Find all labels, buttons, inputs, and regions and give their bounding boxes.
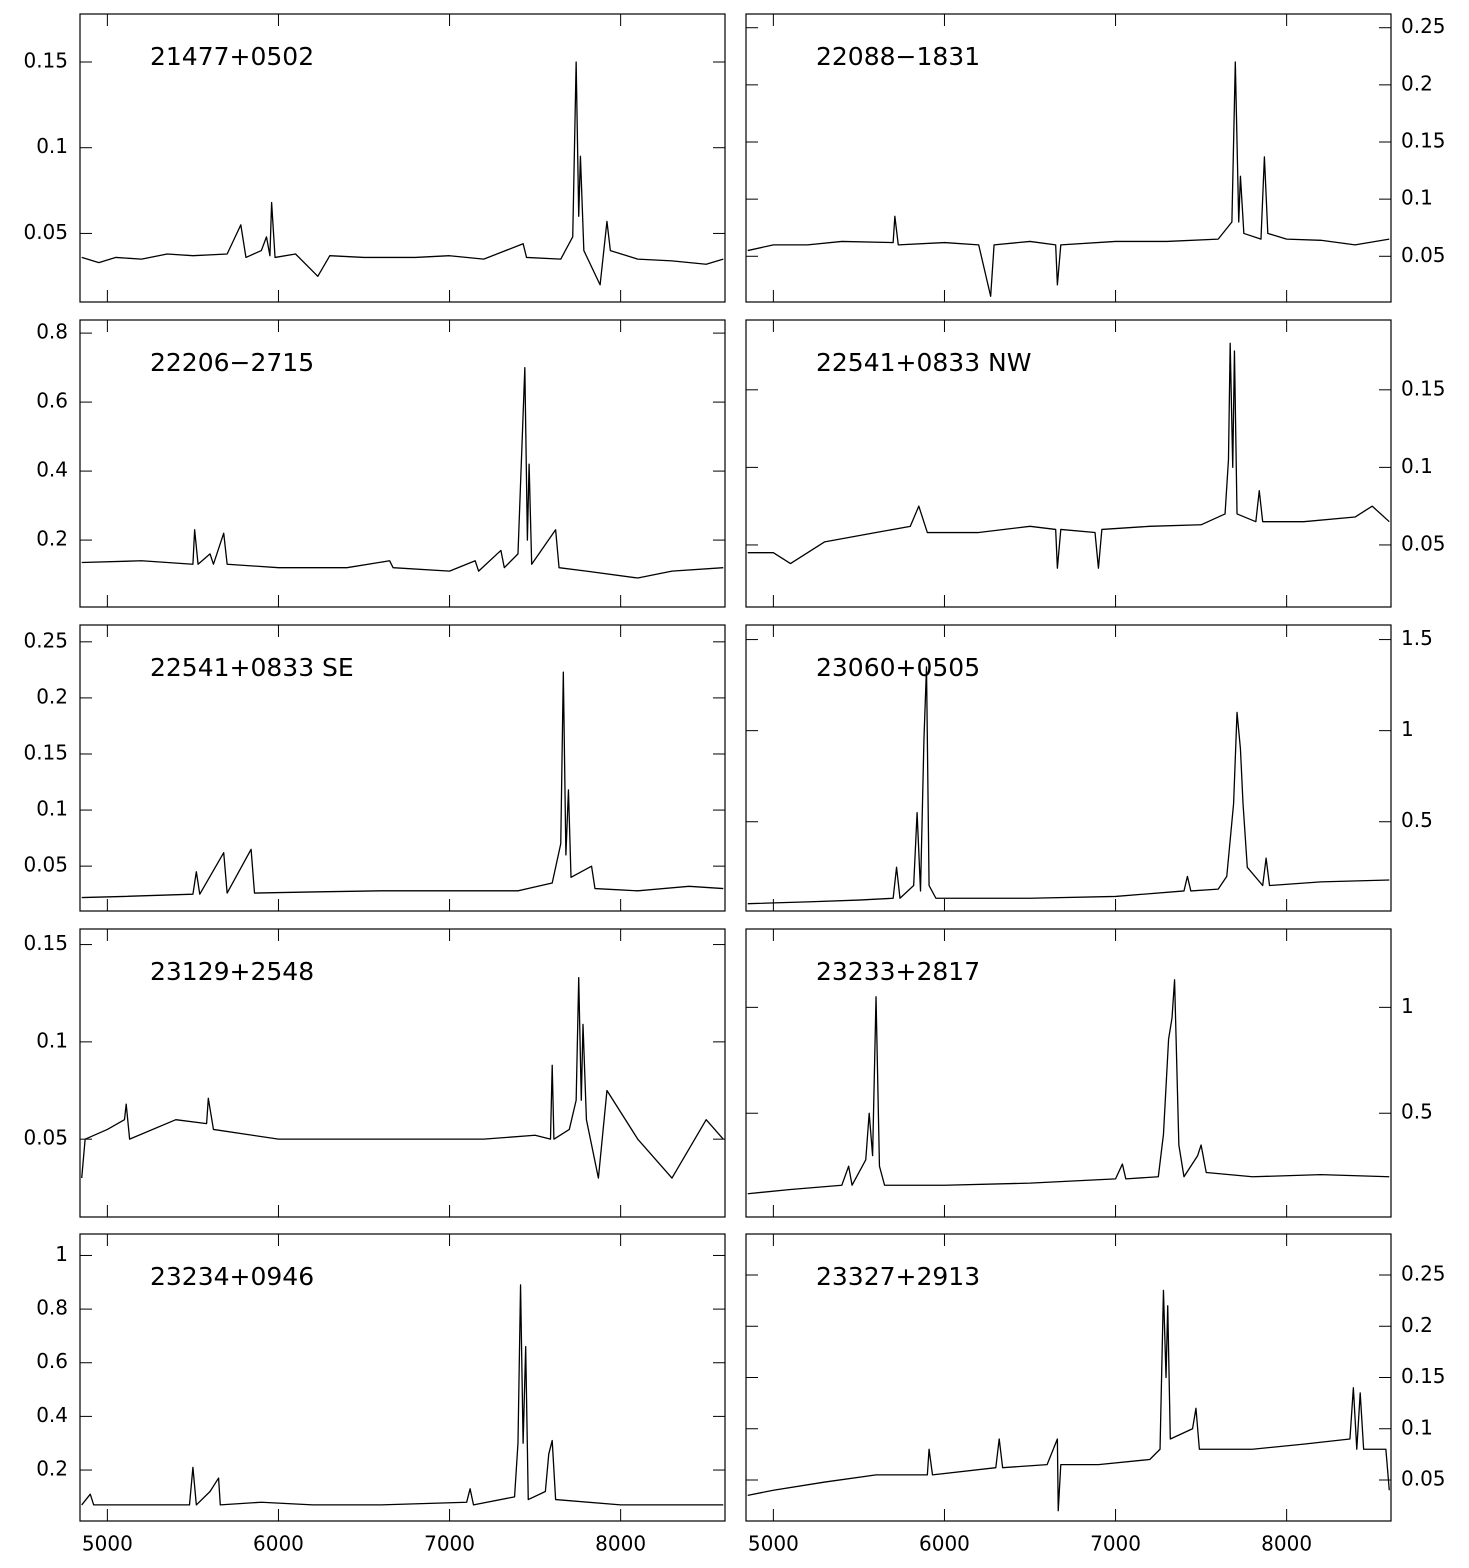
y-tick-label: 0.1 <box>36 134 68 158</box>
panel-title: 22541+0833 SE <box>150 653 354 682</box>
y-tick-label: 0.1 <box>1401 454 1433 478</box>
y-tick-label: 1 <box>55 1242 68 1266</box>
y-tick-label: 0.5 <box>1401 1100 1433 1124</box>
y-tick-label: 0.05 <box>1401 243 1446 267</box>
x-tick-label: 6000 <box>919 1532 970 1556</box>
panel-title: 23327+2913 <box>816 1262 980 1291</box>
y-tick-label: 0.1 <box>1401 186 1433 210</box>
y-tick-label: 0.25 <box>1401 1262 1446 1286</box>
y-tick-label: 0.2 <box>36 684 68 708</box>
panel-title: 23233+2817 <box>816 957 980 986</box>
y-tick-label: 0.2 <box>36 1457 68 1481</box>
y-tick-label: 0.8 <box>36 320 68 344</box>
y-tick-label: 0.25 <box>1401 14 1446 38</box>
y-tick-label: 0.5 <box>1401 808 1433 832</box>
y-tick-label: 0.25 <box>23 628 68 652</box>
spectrum-line <box>747 61 1390 297</box>
x-tick-label: 6000 <box>253 1532 304 1556</box>
panel-title: 23129+2548 <box>150 957 314 986</box>
y-tick-label: 0.15 <box>1401 1364 1446 1388</box>
y-tick-label: 0.15 <box>23 931 68 955</box>
y-tick-label: 0.05 <box>1401 1467 1446 1491</box>
plot-frame <box>745 928 1392 1218</box>
y-tick-label: 0.05 <box>23 1126 68 1150</box>
plot-frame <box>79 1233 726 1522</box>
x-tick-label: 7000 <box>1090 1532 1141 1556</box>
spectrum-line <box>747 979 1390 1195</box>
y-tick-label: 0.15 <box>1401 376 1446 400</box>
y-tick-label: 0.6 <box>36 389 68 413</box>
y-tick-label: 0.05 <box>23 853 68 877</box>
x-tick-label: 5000 <box>748 1532 799 1556</box>
y-tick-label: 0.15 <box>1401 129 1446 153</box>
panel-title: 22541+0833 NW <box>816 348 1031 377</box>
y-tick-label: 0.05 <box>23 220 68 244</box>
plot-frame <box>79 928 726 1218</box>
panel-title: 23060+0505 <box>816 653 980 682</box>
y-tick-label: 0.15 <box>23 740 68 764</box>
spectrum-line <box>747 342 1390 569</box>
spectrum-line <box>747 666 1390 905</box>
plot-frame <box>745 319 1392 608</box>
x-tick-label: 5000 <box>82 1532 133 1556</box>
spectrum-line <box>81 366 724 579</box>
y-tick-label: 1.5 <box>1401 626 1433 650</box>
y-tick-label: 0.4 <box>36 458 68 482</box>
y-tick-label: 1 <box>1401 717 1414 741</box>
y-tick-label: 0.1 <box>36 797 68 821</box>
spectrum-line <box>81 671 724 899</box>
spectrum-line <box>81 1284 724 1506</box>
panel-title: 23234+0946 <box>150 1262 314 1291</box>
spectrum-line <box>81 61 724 286</box>
plot-frame <box>79 319 726 608</box>
y-tick-label: 0.8 <box>36 1296 68 1320</box>
y-tick-label: 1 <box>1401 994 1414 1018</box>
panel-title: 21477+0502 <box>150 42 314 71</box>
spectrum-line <box>747 1289 1390 1512</box>
x-tick-label: 8000 <box>595 1532 646 1556</box>
panel-title: 22206−2715 <box>150 348 314 377</box>
plot-frame <box>79 13 726 303</box>
panel-title: 22088−1831 <box>816 42 980 71</box>
x-tick-label: 7000 <box>424 1532 475 1556</box>
y-tick-label: 0.05 <box>1401 531 1446 555</box>
y-tick-label: 0.2 <box>1401 1313 1433 1337</box>
plot-frame <box>745 13 1392 303</box>
y-tick-label: 0.15 <box>23 49 68 73</box>
x-tick-label: 8000 <box>1261 1532 1312 1556</box>
spectrum-line <box>81 977 724 1179</box>
plot-frame <box>79 624 726 912</box>
y-tick-label: 0.6 <box>36 1349 68 1373</box>
y-tick-label: 0.4 <box>36 1403 68 1427</box>
plot-frame <box>745 624 1392 912</box>
y-tick-label: 0.1 <box>36 1028 68 1052</box>
y-tick-label: 0.2 <box>36 527 68 551</box>
y-tick-label: 0.1 <box>1401 1415 1433 1439</box>
y-tick-label: 0.2 <box>1401 71 1433 95</box>
